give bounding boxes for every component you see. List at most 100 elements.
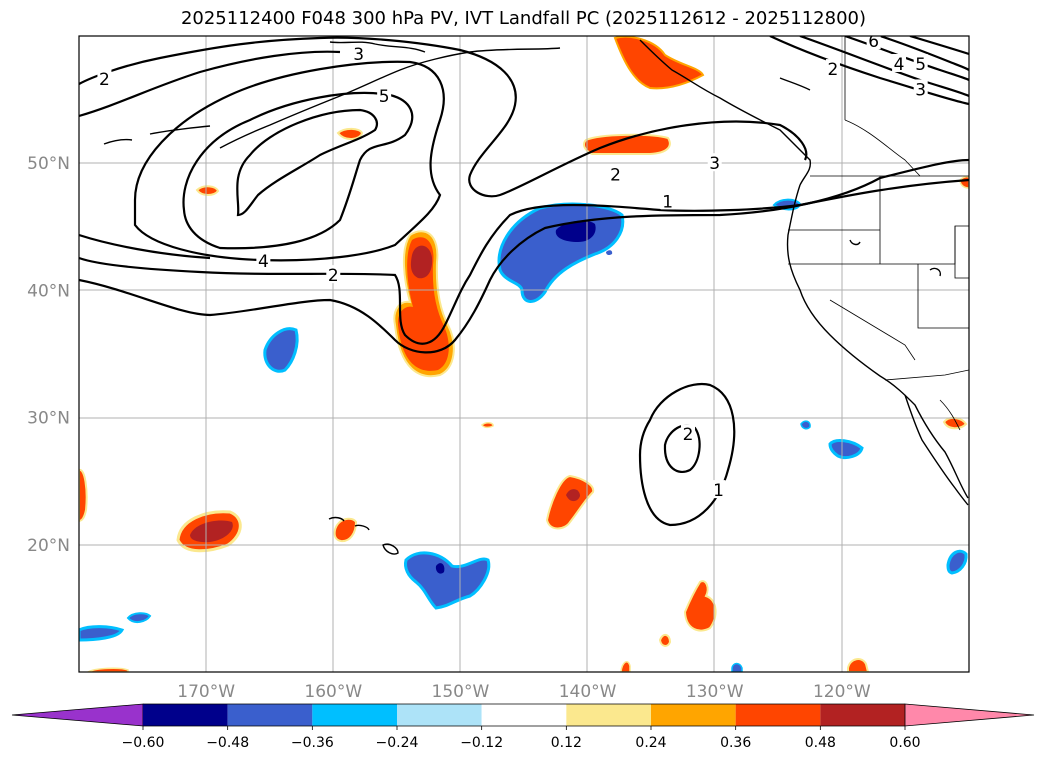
ivt-positive-blob xyxy=(86,667,129,672)
contour-label: 2 xyxy=(610,166,621,186)
contour-label: 4 xyxy=(894,55,905,75)
ivt-negative-blob xyxy=(79,625,125,642)
pv-contour-5 xyxy=(236,108,378,217)
pv-contour-2b xyxy=(79,233,211,260)
pv-contour-2 xyxy=(79,178,969,345)
lat-tick-label: 20°N xyxy=(27,536,70,556)
ivt-positive-blob xyxy=(336,127,364,140)
ivt-negative-blob xyxy=(126,612,152,624)
colorbar-swatch xyxy=(143,704,228,726)
ivt-positive-blob xyxy=(847,658,870,672)
contour-label-bg xyxy=(377,85,392,104)
colorbar-extend-high xyxy=(904,703,1035,727)
pv-contour-upper-left xyxy=(79,36,808,198)
pv-contour-2c xyxy=(79,50,341,118)
lat-tick-label: 40°N xyxy=(27,281,70,301)
pv-contour-outer xyxy=(79,158,969,354)
colorbar-tick-label: −0.12 xyxy=(460,735,503,751)
contour-label-bg xyxy=(256,251,271,270)
ivt-positive-blob xyxy=(658,634,672,647)
contour-label: 3 xyxy=(915,80,926,100)
ivt-negative-blob xyxy=(263,327,299,373)
ivt-positive-blob xyxy=(583,133,671,155)
ivt-positive-blob xyxy=(620,661,631,672)
ivt-positive-core xyxy=(190,520,233,543)
colorbar-tick-label: 0.36 xyxy=(720,735,751,751)
axis-labels: 170°W 160°W 150°W 140°W 130°W 120°W 50°N 40°N 30… xyxy=(27,154,871,702)
map-title: 2025112400 F048 300 hPa PV, IVT Landfall… xyxy=(180,8,867,29)
ivt-positive-core xyxy=(566,489,580,502)
pv-contour-ne-2 xyxy=(769,36,969,106)
ivt-negative-blob xyxy=(946,549,968,575)
lat-tick-label: 30°N xyxy=(27,409,70,429)
lon-tick-label: 120°W xyxy=(813,682,871,702)
pv-contour-2-south xyxy=(663,424,701,473)
pv-contours xyxy=(79,36,969,527)
lon-tick-label: 170°W xyxy=(177,682,235,702)
ivt-negative-blob xyxy=(828,439,864,460)
colorbar-tick-label: −0.36 xyxy=(291,735,334,751)
contour-label-bg xyxy=(866,36,881,50)
ivt-negative-blob xyxy=(800,420,811,430)
ivt-negative-blob xyxy=(606,250,613,256)
colorbar-tick-label: −0.48 xyxy=(206,735,249,751)
contour-label: 4 xyxy=(258,252,269,272)
lon-tick-label: 160°W xyxy=(304,682,362,702)
contour-label: 2 xyxy=(683,425,694,445)
colorbar: −0.60 −0.48 −0.36 −0.24 −0.12 0.12 0.24 0.36 0.4… xyxy=(11,703,1035,751)
pv-contour-1-south xyxy=(638,382,736,527)
colorbar-swatch xyxy=(820,704,905,726)
pv-contour-4 xyxy=(182,91,414,250)
ivt-negative-blob xyxy=(404,551,491,610)
contour-label-bg xyxy=(608,164,623,183)
colorbar-tick-label: −0.24 xyxy=(376,735,419,751)
contour-label: 3 xyxy=(709,154,720,174)
colorbar-tick-label: 0.60 xyxy=(889,735,920,751)
colorbar-tick-label: 0.12 xyxy=(551,735,582,751)
contour-label: 2 xyxy=(328,266,339,286)
contour-label-bg xyxy=(913,79,928,98)
colorbar-tick-label: 0.24 xyxy=(635,735,666,751)
ivt-positive-core xyxy=(410,245,433,279)
contour-label-bg xyxy=(892,53,907,72)
colorbar-swatch xyxy=(651,704,736,726)
colorbar-swatch xyxy=(227,704,313,726)
contour-label: 6 xyxy=(868,32,879,52)
colorbar-swatch xyxy=(735,704,821,726)
contour-label-bg xyxy=(660,191,675,210)
contour-label: 1 xyxy=(662,192,673,212)
ivt-positive-blob xyxy=(480,422,494,429)
ivt-positive-blob xyxy=(683,580,717,632)
colorbar-tick-label: −0.60 xyxy=(122,735,165,751)
colorbar-tick-label: 0.48 xyxy=(805,735,836,751)
contour-label-bg xyxy=(825,59,840,78)
contour-label: 5 xyxy=(379,87,390,107)
ivt-positive-blob xyxy=(942,416,968,430)
ivt-positive-blob xyxy=(79,469,88,522)
contour-label-bg xyxy=(681,424,696,443)
colorbar-swatch xyxy=(397,704,482,726)
map-frame xyxy=(78,35,970,673)
contour-label: 2 xyxy=(828,60,839,80)
contour-label-bg xyxy=(326,265,341,284)
ivt-negative-core xyxy=(555,220,596,242)
contour-label-bg xyxy=(97,69,112,88)
contour-label-bg xyxy=(711,480,726,499)
lon-tick-label: 130°W xyxy=(686,682,744,702)
contour-label-bg xyxy=(913,53,928,72)
ivt-negative-blob xyxy=(731,662,743,672)
contour-label: 5 xyxy=(915,55,926,75)
colorbar-swatch xyxy=(566,704,651,726)
contour-label-bg xyxy=(707,153,722,172)
ivt-negative-core xyxy=(435,563,445,574)
colorbar-swatch xyxy=(312,704,397,726)
lat-tick-label: 50°N xyxy=(27,154,70,174)
lon-tick-label: 150°W xyxy=(432,682,490,702)
pv-contour-ne-6 xyxy=(909,36,969,56)
pv-contour-ne-3 xyxy=(799,36,969,98)
political-borders xyxy=(788,36,969,431)
contour-label: 3 xyxy=(353,45,364,65)
coastlines xyxy=(103,39,969,555)
